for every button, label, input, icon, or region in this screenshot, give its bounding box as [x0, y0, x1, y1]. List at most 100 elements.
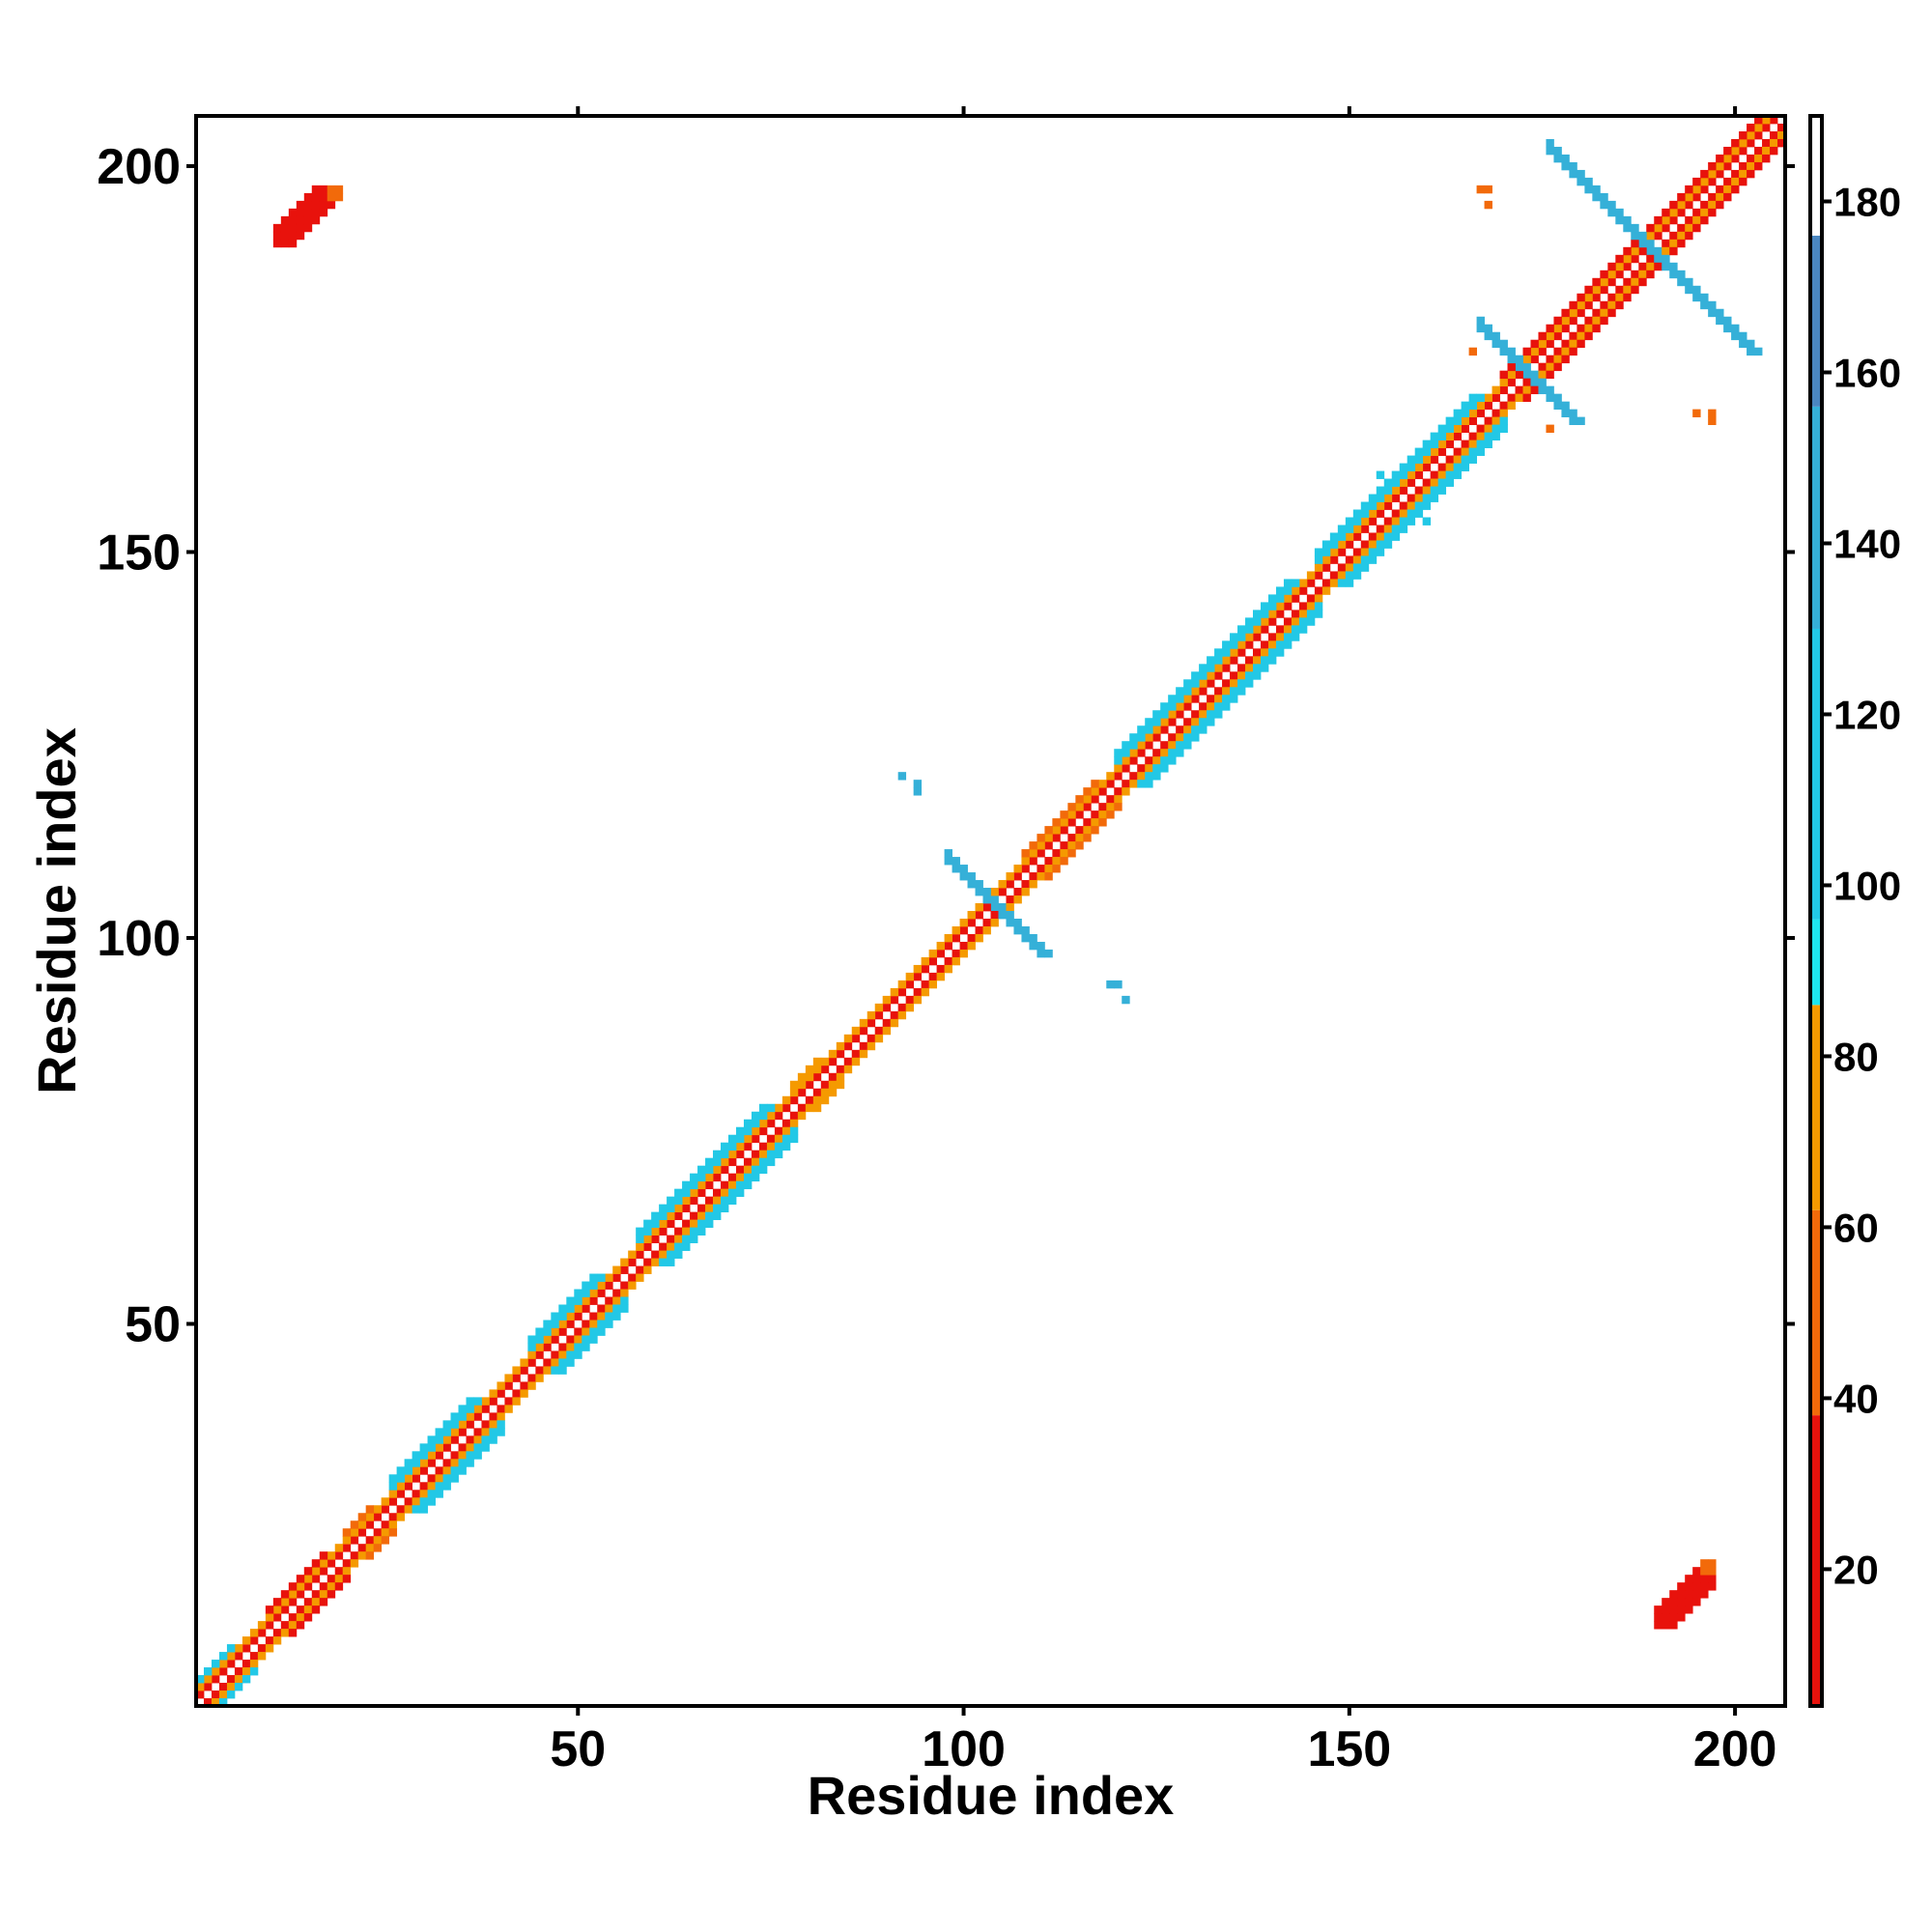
heatmap-cell	[766, 1134, 776, 1144]
heatmap-cell	[667, 1242, 675, 1251]
heatmap-cell	[728, 1165, 737, 1175]
heatmap-cell	[1754, 347, 1763, 356]
heatmap-cell	[427, 1482, 436, 1491]
heatmap-cell	[373, 1544, 383, 1552]
heatmap-cell	[1352, 532, 1362, 541]
heatmap-cell	[1214, 671, 1223, 680]
heatmap-cell	[1569, 409, 1577, 418]
heatmap-cell	[466, 1435, 474, 1444]
heatmap-cell	[311, 1567, 321, 1576]
heatmap-cell	[1468, 401, 1477, 411]
heatmap-cell	[674, 1211, 683, 1221]
heatmap-cell	[1530, 370, 1539, 380]
heatmap-cell	[1168, 733, 1177, 742]
heatmap-cell	[1191, 679, 1200, 688]
heatmap-cell	[357, 1513, 367, 1521]
heatmap-cell	[667, 1219, 675, 1228]
heatmap-cell	[1723, 185, 1732, 194]
heatmap-cell	[450, 1412, 459, 1421]
heatmap-cell	[419, 1451, 428, 1460]
heatmap-cell	[1122, 756, 1130, 765]
heatmap-cell	[466, 1420, 474, 1429]
heatmap-cell	[1723, 324, 1732, 333]
heatmap-cell	[1037, 941, 1045, 951]
heatmap-cell	[805, 1103, 814, 1113]
heatmap-cell	[1739, 169, 1747, 179]
heatmap-cell	[1044, 834, 1053, 842]
heatmap-cell	[735, 1188, 745, 1198]
heatmap-cell	[628, 1250, 637, 1259]
heatmap-cell	[1060, 818, 1068, 827]
colorbar-tick-label: 140	[1833, 521, 1901, 566]
heatmap-cell	[728, 1157, 737, 1167]
heatmap-cell	[481, 1443, 490, 1452]
heatmap-cell	[1176, 695, 1184, 703]
heatmap-cell	[682, 1235, 691, 1243]
heatmap-cell	[520, 1358, 528, 1367]
heatmap-cell	[836, 1041, 845, 1051]
heatmap-cell	[1253, 648, 1262, 657]
heatmap-cell	[527, 1350, 536, 1359]
heatmap-cell	[311, 200, 321, 210]
heatmap-cell	[1044, 849, 1053, 858]
heatmap-cell	[458, 1420, 467, 1429]
heatmap-cell	[1368, 532, 1378, 541]
heatmap-cell	[1152, 733, 1161, 742]
heatmap-cell	[1306, 571, 1316, 580]
heatmap-cell	[952, 956, 960, 966]
heatmap-cell	[705, 1165, 714, 1175]
heatmap-cell	[319, 1551, 328, 1560]
heatmap-cell	[812, 1057, 822, 1066]
heatmap-cell	[1723, 161, 1732, 171]
heatmap-cell	[334, 1582, 344, 1591]
heatmap-cell	[1230, 671, 1238, 680]
heatmap-cell	[936, 964, 945, 974]
heatmap-cell	[1253, 617, 1262, 626]
y-tick-label: 200	[97, 139, 181, 195]
heatmap-cell	[897, 987, 907, 997]
heatmap-cell	[1106, 803, 1115, 811]
heatmap-cell	[242, 1652, 251, 1661]
heatmap-cell	[311, 1598, 321, 1606]
heatmap-cell	[1376, 486, 1385, 495]
heatmap-cell	[812, 1103, 822, 1113]
heatmap-cell	[882, 1003, 892, 1012]
heatmap-cell	[1152, 718, 1161, 726]
heatmap-cell	[1207, 687, 1215, 696]
heatmap-cell	[574, 1343, 582, 1351]
heatmap-cell	[1137, 756, 1146, 765]
heatmap-cell	[1329, 563, 1339, 572]
heatmap-cell	[1437, 478, 1447, 487]
heatmap-cell	[280, 231, 290, 241]
heatmap-cell	[959, 918, 968, 927]
heatmap-cell	[828, 1088, 838, 1097]
heatmap-cell	[743, 1119, 753, 1128]
heatmap-cell	[636, 1242, 644, 1251]
heatmap-cell	[527, 1366, 536, 1375]
heatmap-cell	[1345, 571, 1354, 580]
heatmap-cell	[265, 1621, 274, 1630]
heatmap-cell	[1437, 432, 1447, 440]
y-tick-label: 100	[97, 911, 181, 967]
heatmap-cell	[820, 1095, 830, 1105]
heatmap-cell	[1321, 540, 1331, 549]
heatmap-cell	[211, 1690, 220, 1699]
heatmap-cell	[450, 1459, 459, 1467]
colorbar-tick-label: 100	[1833, 863, 1901, 908]
heatmap-cell	[435, 1428, 443, 1436]
heatmap-cell	[998, 903, 1007, 912]
heatmap-cell	[211, 1667, 220, 1676]
y-axis-title: Residue index	[26, 727, 87, 1094]
heatmap-cell	[319, 185, 328, 194]
heatmap-cell	[1631, 277, 1639, 287]
heatmap-cell	[1646, 223, 1655, 233]
heatmap-cell	[1430, 494, 1439, 502]
heatmap-cell	[1360, 563, 1370, 572]
heatmap-cell	[1561, 308, 1570, 318]
heatmap-cell	[1345, 517, 1354, 526]
heatmap-cell	[1391, 509, 1401, 518]
heatmap-cell	[1654, 239, 1662, 248]
heatmap-cell	[751, 1165, 760, 1175]
heatmap-cell	[1561, 339, 1570, 349]
heatmap-cell	[959, 949, 968, 958]
